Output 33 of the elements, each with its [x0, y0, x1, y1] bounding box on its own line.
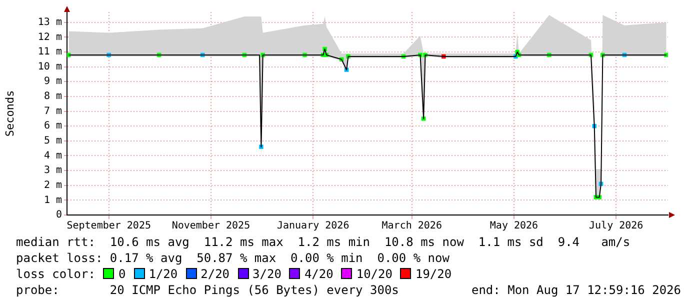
text: end: Mon Aug 17 12:59:16 2026 [471, 283, 681, 297]
legend-label: 3/20 [252, 267, 282, 281]
x-tick-label: September 2025 [66, 220, 151, 232]
legend-title: loss color: [16, 267, 96, 281]
y-tick-label: 6 m [44, 120, 62, 132]
y-tick-label: 3 m [44, 165, 62, 176]
y-tick-label: 11 m [38, 46, 62, 58]
y-tick-label: 10 m [38, 61, 62, 72]
y-tick-label: 2 m [44, 180, 62, 191]
x-tick-label: May 2026 [490, 220, 538, 232]
y-tick-label: 8 m [44, 91, 62, 102]
y-tick-label: 13 m [38, 16, 62, 28]
y-tick-label: 1 m [44, 194, 62, 206]
text: median rtt: 10.6 ms avg 11.2 ms max 1.2 ms min 10.8 ms now 1.1 ms sd 9.4 am/s [16, 235, 630, 249]
x-tick-label: January 2026 [276, 220, 350, 232]
y-axis-title: Seconds [3, 90, 16, 137]
y-tick-label: 12 m [38, 32, 62, 43]
legend-label: 4/20 [304, 267, 334, 281]
text: packet loss: 0.17 % avg 50.87 % max 0.00 % min 0.00 % now [16, 251, 450, 265]
legend-label: 19/20 [415, 267, 452, 281]
x-tick-label: November 2025 [172, 220, 250, 232]
y-tick-label: 5 m [44, 136, 62, 147]
legend-label: 0 [118, 267, 126, 281]
y-tick-label: 7 m [44, 106, 62, 117]
legend-label: 1/20 [148, 267, 178, 281]
legend-label: 2/20 [200, 267, 230, 281]
legend-label: 10/20 [356, 267, 392, 281]
y-tick-label: 4 m [44, 150, 62, 162]
text: probe: 20 ICMP Echo Pings (56 Bytes) every 300s [16, 283, 399, 297]
x-tick-label: July 2026 [589, 220, 644, 232]
y-tick-label: 0 [56, 210, 62, 221]
x-tick-label: March 2026 [382, 220, 442, 232]
y-tick-label: 9 m [44, 76, 62, 88]
